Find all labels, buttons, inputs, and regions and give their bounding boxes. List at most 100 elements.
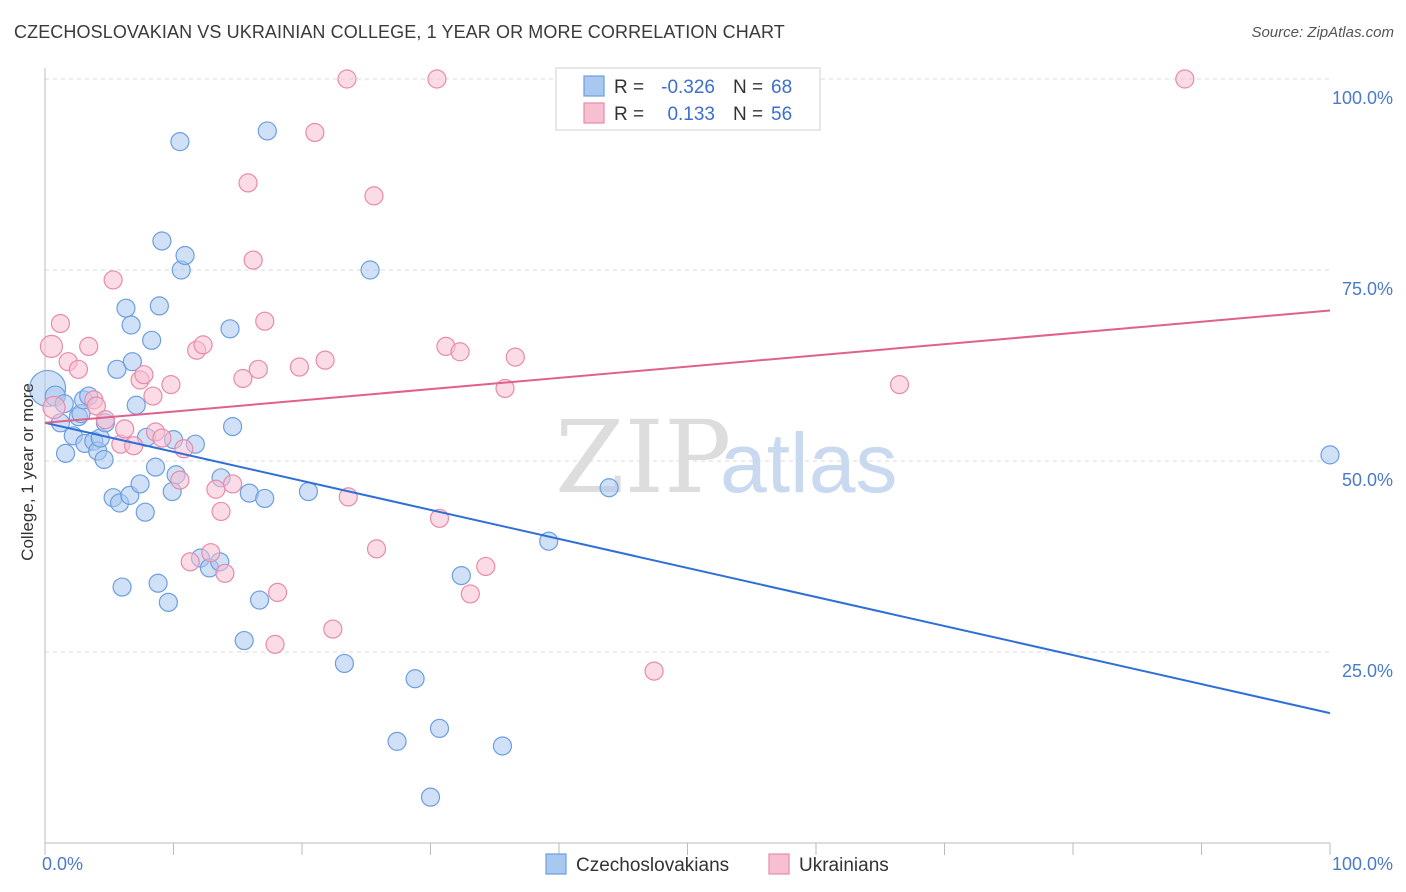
bottom-legend-label-blue: Czechoslovakians <box>576 855 729 876</box>
data-point <box>420 787 441 807</box>
data-point <box>145 457 166 477</box>
data-point <box>364 186 384 206</box>
watermark-atlas: atlas <box>720 416 897 510</box>
legend-r-value-pink: 0.133 <box>667 104 715 125</box>
data-point <box>215 563 235 583</box>
data-point <box>112 577 132 597</box>
data-point <box>95 410 115 430</box>
data-point <box>143 386 163 406</box>
legend-n-value-blue: 68 <box>771 77 792 98</box>
data-point <box>149 296 169 316</box>
source-credit: Source: ZipAtlas.com <box>1251 24 1394 41</box>
data-point <box>134 365 154 385</box>
y-tick-label: 100.0% <box>1332 88 1393 108</box>
data-point <box>122 352 142 372</box>
legend-r-label-blue: R = <box>614 77 644 98</box>
data-point <box>180 552 200 572</box>
data-point <box>334 653 355 674</box>
data-point <box>79 336 99 356</box>
data-point <box>1320 445 1340 465</box>
data-point <box>387 731 407 751</box>
data-point <box>103 270 123 290</box>
data-point <box>298 481 319 502</box>
correlation-legend: R = -0.326 N = 68 R = 0.133 N = 56 <box>555 67 821 131</box>
bottom-legend-swatch-blue <box>545 853 567 875</box>
y-tick-label: 75.0% <box>1342 279 1393 299</box>
data-point <box>170 132 190 152</box>
legend-r-label-pink: R = <box>614 104 644 125</box>
data-point <box>889 375 910 395</box>
legend-r-value-blue: -0.326 <box>661 77 715 98</box>
data-point <box>450 342 470 362</box>
series-ukrainians-points <box>39 69 1195 681</box>
trend-lines <box>44 309 1331 715</box>
grid-lines <box>45 78 1330 653</box>
x-tick-label: 100.0% <box>1332 854 1393 874</box>
data-point <box>55 443 76 463</box>
data-point <box>161 375 181 395</box>
y-axis-label: College, 1 year or more <box>18 383 37 561</box>
data-point <box>223 417 243 437</box>
data-point <box>201 543 221 563</box>
trend-line-ukrainians <box>44 309 1331 424</box>
data-point <box>599 478 619 498</box>
data-point <box>211 501 231 522</box>
data-point <box>427 69 447 89</box>
data-point <box>158 592 178 612</box>
data-point <box>115 419 135 439</box>
axes <box>44 68 1331 855</box>
data-point <box>152 428 172 448</box>
data-point <box>1175 69 1195 89</box>
data-point <box>305 122 325 143</box>
series-legend: Czechoslovakians Ukrainians <box>545 853 889 876</box>
data-point <box>121 315 141 335</box>
watermark: ZIP atlas <box>555 399 897 516</box>
bottom-legend-label-pink: Ukrainians <box>799 855 889 876</box>
data-point <box>42 395 66 420</box>
x-tick-labels: 0.0% 100.0% <box>42 854 1393 874</box>
y-tick-labels: 25.0% 50.0% 75.0% 100.0% <box>1332 88 1393 681</box>
data-point <box>50 313 71 334</box>
data-point <box>429 718 450 739</box>
data-point <box>220 319 240 339</box>
data-point <box>135 502 155 522</box>
data-point <box>405 669 425 689</box>
legend-n-label-pink: N = <box>733 104 763 125</box>
data-point <box>175 245 195 266</box>
data-point <box>142 330 162 350</box>
data-point <box>337 69 357 89</box>
trend-line-czechoslovakians <box>44 421 1331 715</box>
legend-n-value-pink: 56 <box>771 104 792 125</box>
legend-n-label-blue: N = <box>733 77 763 98</box>
data-point <box>233 368 253 389</box>
data-point <box>476 556 496 577</box>
data-point <box>126 395 146 415</box>
data-point <box>248 359 268 379</box>
data-point <box>170 470 190 490</box>
data-point <box>234 630 254 651</box>
data-point <box>315 350 335 370</box>
chart-title: CZECHOSLOVAKIAN VS UKRAINIAN COLLEGE, 1 … <box>14 22 785 42</box>
data-point <box>366 539 387 559</box>
data-point <box>148 573 168 593</box>
y-tick-label: 50.0% <box>1342 470 1393 490</box>
data-point <box>249 590 270 610</box>
data-point <box>206 479 226 499</box>
data-point <box>323 619 343 639</box>
data-point <box>492 736 513 756</box>
y-tick-label: 25.0% <box>1342 661 1393 681</box>
data-point <box>86 396 107 416</box>
x-tick-label: 0.0% <box>42 854 83 874</box>
data-point <box>116 298 136 318</box>
data-point <box>39 334 64 358</box>
data-point <box>265 634 285 654</box>
data-point <box>451 565 471 586</box>
legend-swatch-pink <box>583 102 605 124</box>
data-point <box>257 121 277 141</box>
data-point <box>460 584 480 604</box>
data-point <box>152 231 172 251</box>
data-point <box>94 449 114 470</box>
data-point <box>255 488 275 509</box>
data-point <box>107 359 127 379</box>
